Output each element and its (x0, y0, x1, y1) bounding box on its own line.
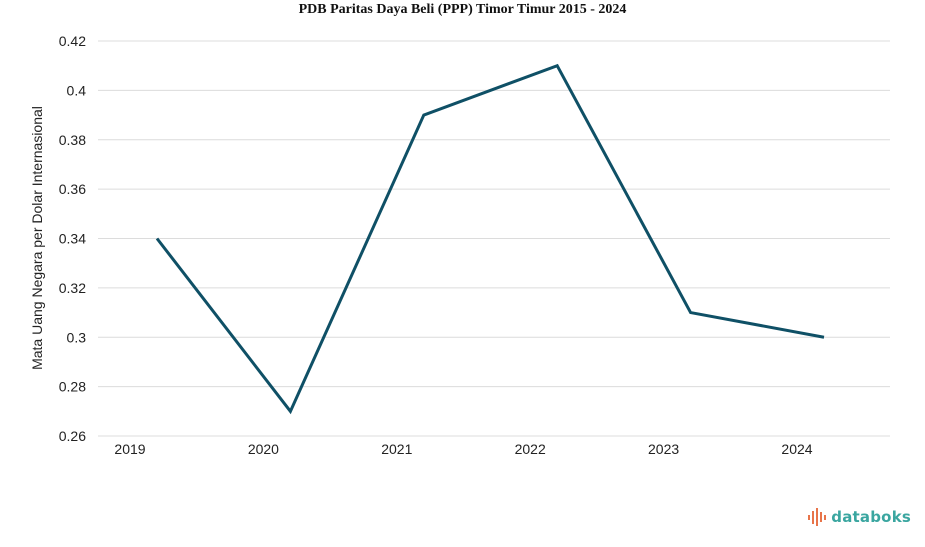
databoks-logo-icon (808, 508, 827, 526)
series-layer (155, 63, 825, 415)
y-axis-label: Mata Uang Negara per Dolar Internasional (29, 106, 45, 370)
y-axis-ticks: 0.26 0.28 0.3 0.32 0.34 0.36 0.38 0.4 0.42 (59, 33, 86, 444)
y-tick-label: 0.38 (59, 132, 86, 148)
brand-logo[interactable]: databoks (807, 507, 911, 527)
gridlines (98, 40, 890, 437)
brand-name: databoks (831, 508, 911, 526)
x-tick-label: 2022 (515, 441, 546, 457)
y-tick-label: 0.28 (59, 379, 86, 395)
x-tick-label: 2020 (248, 441, 279, 457)
y-tick-label: 0.34 (59, 231, 86, 247)
y-tick-label: 0.4 (67, 82, 87, 98)
x-tick-label: 2023 (648, 441, 679, 457)
y-tick-label: 0.32 (59, 280, 86, 296)
chart-title: PDB Paritas Daya Beli (PPP) Timor Timur … (298, 2, 627, 17)
x-tick-label: 2021 (381, 441, 412, 457)
x-tick-label: 2024 (781, 441, 812, 457)
y-tick-label: 0.26 (59, 428, 86, 444)
y-tick-label: 0.3 (67, 329, 87, 345)
series-line (155, 63, 825, 415)
y-tick-label: 0.42 (59, 33, 86, 49)
x-axis-ticks: 2019 2020 2021 2022 2023 2024 (114, 441, 812, 457)
x-tick-label: 2019 (114, 441, 145, 457)
y-tick-label: 0.36 (59, 181, 86, 197)
